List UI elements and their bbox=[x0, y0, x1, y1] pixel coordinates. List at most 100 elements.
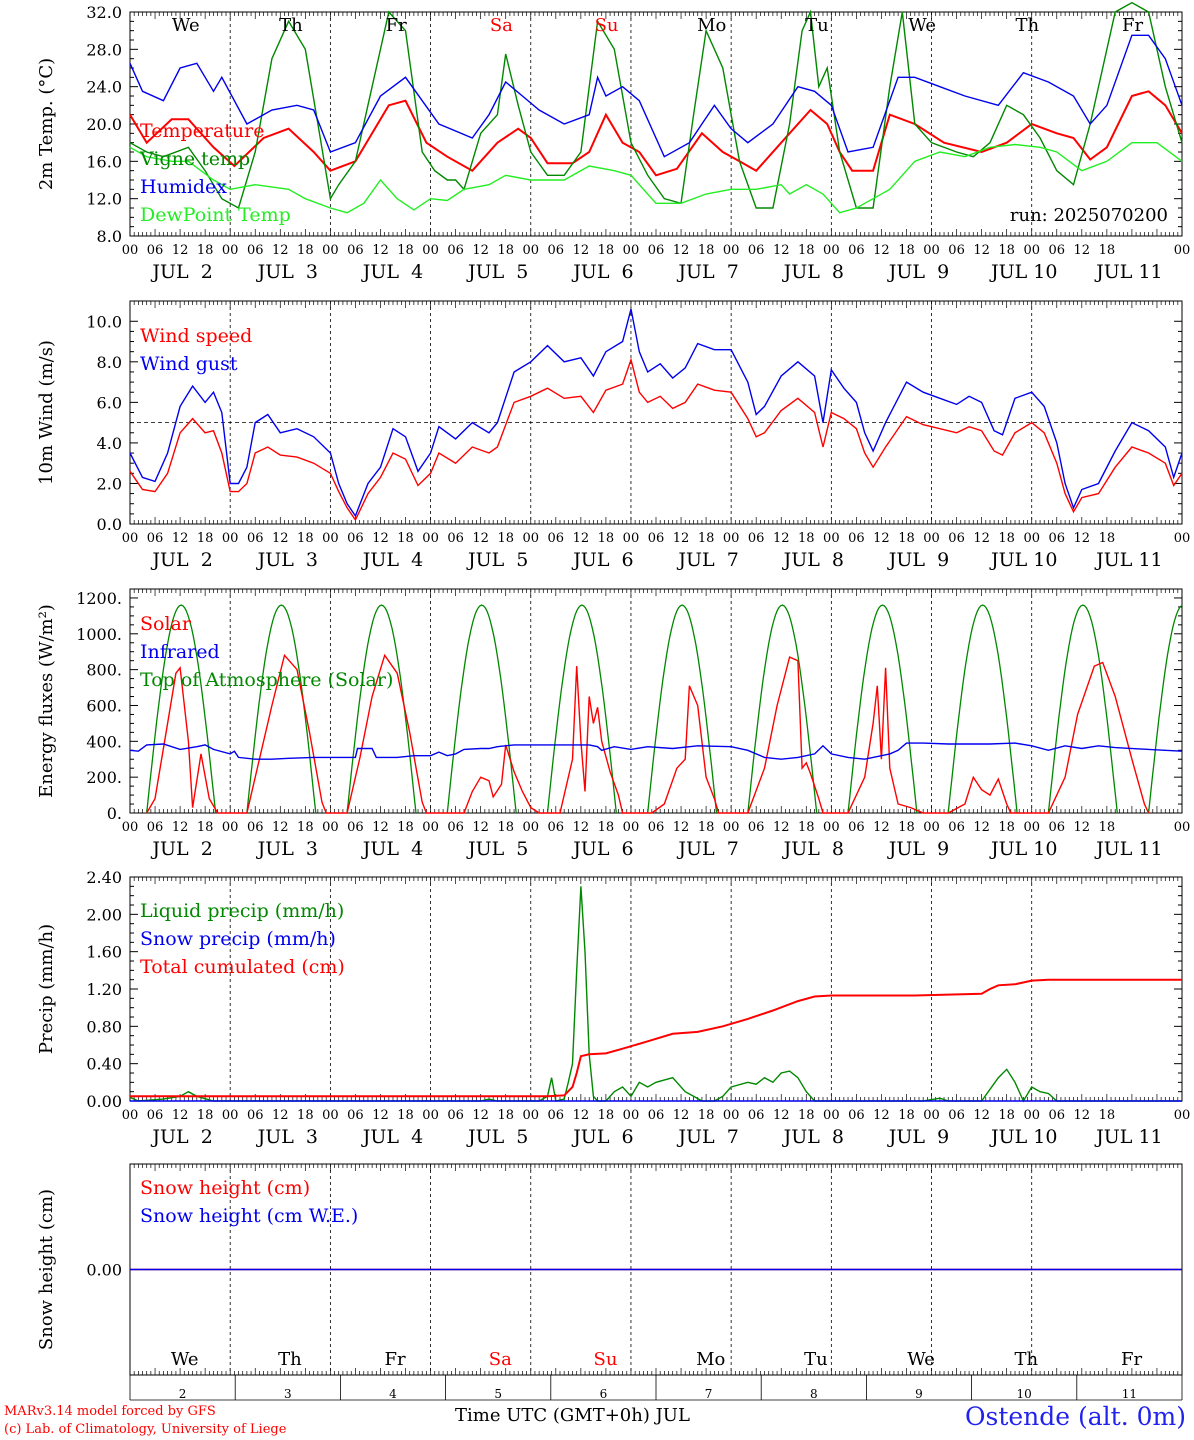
lab-credit: (c) Lab. of Climatology, University of L… bbox=[4, 1422, 287, 1437]
day-number-label: 4 bbox=[389, 1387, 397, 1401]
hour-tick-label: 12 bbox=[673, 1108, 690, 1123]
hour-tick-label: 18 bbox=[898, 243, 915, 258]
hour-tick-label: 06 bbox=[347, 820, 364, 835]
date-label: JUL 2 bbox=[150, 1126, 212, 1148]
y-tick-label: 4.0 bbox=[97, 434, 122, 453]
date-label: JUL 8 bbox=[782, 549, 844, 571]
hour-tick-label: 00 bbox=[923, 1108, 940, 1123]
hour-tick-label: 12 bbox=[573, 243, 590, 258]
date-label: JUL 6 bbox=[571, 1126, 633, 1148]
day-number-label: 5 bbox=[494, 1387, 502, 1401]
hour-tick-label: 06 bbox=[548, 1108, 565, 1123]
hour-tick-label: 06 bbox=[848, 820, 865, 835]
hour-tick-label: 18 bbox=[397, 531, 414, 546]
date-label: JUL 7 bbox=[676, 1126, 738, 1148]
hour-tick-label: 00 bbox=[1023, 243, 1040, 258]
day-number-label: 10 bbox=[1017, 1387, 1032, 1401]
date-label: JUL 7 bbox=[676, 261, 738, 283]
hour-tick-label: 06 bbox=[948, 1108, 965, 1123]
date-label: JUL 10 bbox=[989, 549, 1057, 571]
date-label: JUL 6 bbox=[571, 261, 633, 283]
date-label: JUL 8 bbox=[782, 838, 844, 860]
hour-tick-label: 12 bbox=[873, 531, 890, 546]
date-label: JUL 7 bbox=[676, 549, 738, 571]
hour-tick-label: 00 bbox=[122, 243, 139, 258]
hour-tick-label: 18 bbox=[497, 531, 514, 546]
y-tick-label: 1.60 bbox=[86, 943, 122, 962]
hour-tick-label: 00 bbox=[122, 1108, 139, 1123]
date-label: JUL 3 bbox=[256, 549, 318, 571]
legend-entry: DewPoint Temp bbox=[140, 204, 291, 226]
hour-tick-label: 18 bbox=[598, 820, 615, 835]
weekday-label: We bbox=[171, 1349, 199, 1370]
hour-tick-label: 12 bbox=[1074, 1108, 1091, 1123]
y-tick-label: 2.40 bbox=[86, 868, 122, 887]
hour-tick-label: 18 bbox=[1099, 243, 1116, 258]
hour-tick-label: 00 bbox=[222, 820, 239, 835]
hour-tick-label: 12 bbox=[673, 243, 690, 258]
hour-tick-label: 00 bbox=[222, 531, 239, 546]
hour-tick-label: 00 bbox=[1023, 820, 1040, 835]
hour-tick-label: 06 bbox=[147, 1108, 164, 1123]
hour-tick-label: 06 bbox=[1048, 243, 1065, 258]
hour-tick-label: 06 bbox=[848, 243, 865, 258]
day-number-label: 8 bbox=[810, 1387, 818, 1401]
hour-tick-label: 12 bbox=[472, 1108, 489, 1123]
date-label: JUL 2 bbox=[150, 549, 212, 571]
hour-tick-label: 00 bbox=[222, 243, 239, 258]
date-label: JUL 3 bbox=[256, 838, 318, 860]
hour-tick-label: 12 bbox=[973, 820, 990, 835]
hour-tick-label: 12 bbox=[1074, 531, 1091, 546]
y-tick-label: 0.00 bbox=[86, 1261, 122, 1280]
hour-tick-label: 12 bbox=[973, 243, 990, 258]
hour-tick-label: 12 bbox=[472, 243, 489, 258]
hour-tick-label: 12 bbox=[773, 820, 790, 835]
date-label: JUL 10 bbox=[989, 1126, 1057, 1148]
date-label: JUL 5 bbox=[466, 838, 528, 860]
hour-tick-label: 06 bbox=[447, 243, 464, 258]
day-number-label: 9 bbox=[915, 1387, 923, 1401]
hour-tick-label: 06 bbox=[848, 531, 865, 546]
y-tick-label: 24.0 bbox=[86, 78, 122, 97]
hour-tick-label: 06 bbox=[648, 531, 665, 546]
hour-tick-label: 00 bbox=[623, 1108, 640, 1123]
hour-tick-label: 18 bbox=[497, 820, 514, 835]
legend-entry: Snow precip (mm/h) bbox=[140, 928, 336, 950]
hour-tick-label: 06 bbox=[147, 820, 164, 835]
hour-tick-label: 06 bbox=[548, 820, 565, 835]
hour-tick-label: 06 bbox=[748, 1108, 765, 1123]
legend-entry: Wind gust bbox=[140, 353, 238, 375]
date-label: JUL 5 bbox=[466, 1126, 528, 1148]
legend-entry: Total cumulated (cm) bbox=[140, 956, 345, 978]
date-label: JUL 9 bbox=[887, 549, 949, 571]
hour-tick-label: 18 bbox=[698, 243, 715, 258]
hour-tick-label: 00 bbox=[122, 820, 139, 835]
y-axis-label: 2m Temp. (°C) bbox=[36, 58, 57, 190]
hour-tick-label: 06 bbox=[948, 243, 965, 258]
hour-tick-label: 00 bbox=[923, 531, 940, 546]
series-line-2 bbox=[129, 308, 1183, 518]
weekday-label: Tu bbox=[804, 1349, 828, 1370]
hour-tick-label: 18 bbox=[197, 531, 214, 546]
series-line-3 bbox=[129, 34, 1183, 158]
hour-tick-label: 12 bbox=[673, 820, 690, 835]
y-tick-label: 0.00 bbox=[86, 1092, 122, 1111]
panel-1: 8.0 12.0 16.0 20.0 24.0 28.0 32.0 2m Temp. (°C)… bbox=[36, 1, 1190, 283]
weekday-label: Sa bbox=[489, 1349, 512, 1370]
hour-tick-label: 00 bbox=[723, 1108, 740, 1123]
hour-tick-label: 12 bbox=[372, 1108, 389, 1123]
hour-tick-label: 18 bbox=[397, 820, 414, 835]
hour-tick-label: 18 bbox=[898, 1108, 915, 1123]
hour-tick-label: 06 bbox=[1048, 820, 1065, 835]
hour-tick-label: 12 bbox=[272, 1108, 289, 1123]
hour-tick-label: 00 bbox=[823, 1108, 840, 1123]
hour-tick-label: 00 bbox=[122, 531, 139, 546]
legend-entry: Snow height (cm W.E.) bbox=[140, 1205, 358, 1227]
date-label: JUL 11 bbox=[1094, 549, 1162, 571]
hour-tick-label: 12 bbox=[873, 820, 890, 835]
legend-entry: Infrared bbox=[140, 641, 220, 663]
time-axis-title: Time UTC (GMT+0h) JUL bbox=[455, 1405, 690, 1426]
hour-tick-label: 12 bbox=[472, 820, 489, 835]
hour-tick-label: 12 bbox=[873, 243, 890, 258]
